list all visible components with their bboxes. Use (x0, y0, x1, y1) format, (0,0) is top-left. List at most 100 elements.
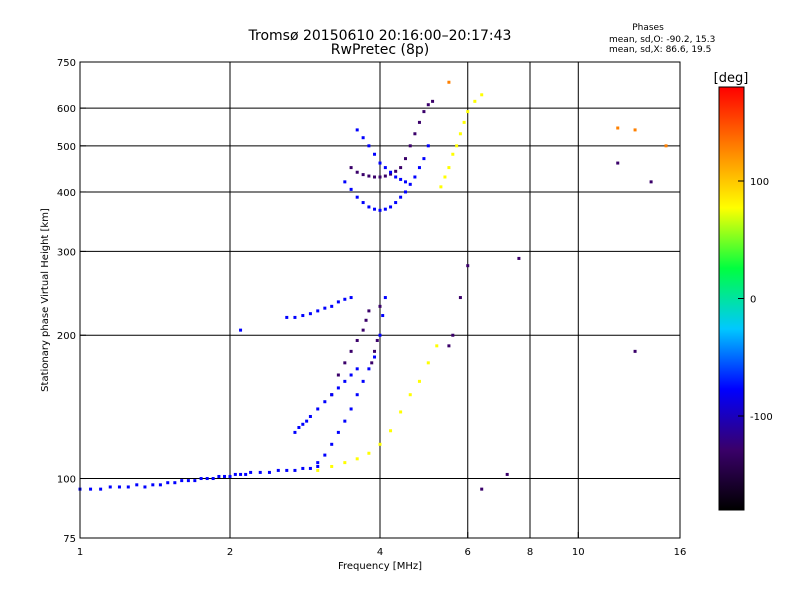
data-point (108, 485, 112, 489)
stats-line-o: mean, sd,O: -90.2, 15.3 (609, 35, 715, 45)
data-point (616, 126, 620, 130)
data-point (451, 333, 455, 337)
data-point (343, 419, 347, 423)
data-point (367, 309, 371, 313)
data-point (349, 373, 353, 377)
data-point (135, 483, 139, 487)
data-point (336, 373, 340, 377)
y-axis-label: Stationary phase Virtual Height [km] (40, 208, 51, 392)
data-point (389, 170, 393, 174)
data-point (403, 190, 407, 194)
data-point (399, 410, 403, 414)
data-point (462, 120, 466, 124)
y-tick-label: 400 (57, 188, 76, 199)
data-point (361, 328, 365, 332)
data-point (301, 314, 305, 318)
y-tick-label: 600 (57, 104, 76, 115)
x-tick-label: 10 (572, 547, 585, 558)
data-point (422, 110, 426, 114)
data-point (399, 195, 403, 199)
data-point (293, 430, 297, 434)
data-point (343, 361, 347, 365)
data-point (180, 479, 184, 483)
data-point (394, 175, 398, 179)
data-point (408, 182, 412, 186)
data-point (117, 485, 121, 489)
data-point (439, 185, 443, 189)
data-point (373, 355, 377, 359)
data-point (447, 344, 451, 348)
data-point (367, 367, 371, 371)
data-point (285, 315, 289, 319)
data-point (355, 457, 359, 461)
data-point (293, 315, 297, 319)
data-point (349, 296, 353, 300)
data-point (323, 306, 327, 310)
data-point (455, 144, 459, 148)
data-point (330, 442, 334, 446)
data-point (316, 309, 320, 313)
data-point (447, 166, 451, 170)
data-point (361, 379, 365, 383)
data-point (403, 157, 407, 161)
data-point (301, 466, 305, 470)
data-point (373, 207, 377, 211)
data-point (349, 349, 353, 353)
data-point (435, 344, 439, 348)
tick-layer: 1 2 4 6 8 10 16 75 100 200 300 400 500 600 750 (57, 58, 686, 558)
chart-subtitle: RwPretec (8p) (331, 42, 429, 58)
data-point (633, 128, 637, 132)
y-tick-label: 200 (57, 331, 76, 342)
data-point (403, 180, 407, 184)
data-point (330, 464, 334, 468)
data-point (143, 485, 147, 489)
data-point (426, 144, 430, 148)
data-point (383, 296, 387, 300)
data-point (466, 110, 470, 114)
data-point (408, 393, 412, 397)
data-point (228, 474, 232, 478)
x-tick-label: 1 (77, 547, 83, 558)
points-layer (78, 80, 668, 491)
data-point (151, 483, 155, 487)
data-point (473, 99, 477, 103)
data-point (308, 466, 312, 470)
data-point (383, 166, 387, 170)
data-point (355, 128, 359, 132)
y-tick-label: 100 (57, 475, 76, 486)
data-point (285, 468, 289, 472)
data-point (466, 264, 470, 268)
data-point (343, 297, 347, 301)
data-point (616, 161, 620, 165)
data-point (367, 205, 371, 209)
data-point (355, 170, 359, 174)
data-point (517, 256, 521, 260)
x-tick-label: 16 (674, 547, 687, 558)
data-point (336, 386, 340, 390)
data-point (633, 349, 637, 353)
data-point (458, 296, 462, 300)
data-point (378, 208, 382, 212)
data-point (330, 304, 334, 308)
data-point (343, 180, 347, 184)
data-point (89, 487, 93, 491)
data-point (343, 379, 347, 383)
data-point (355, 338, 359, 342)
data-point (308, 312, 312, 316)
data-point (378, 333, 382, 337)
data-point (126, 485, 130, 489)
data-point (413, 175, 417, 179)
data-point (389, 172, 393, 176)
x-tick-label: 4 (377, 547, 383, 558)
data-point (373, 152, 377, 156)
data-point (239, 472, 243, 476)
x-axis-label: Frequency [MHz] (338, 561, 422, 572)
data-point (305, 419, 309, 423)
y-tick-label: 750 (57, 58, 76, 69)
data-point (336, 430, 340, 434)
data-point (308, 414, 312, 418)
data-point (373, 349, 377, 353)
data-point (480, 93, 484, 97)
colorbar-tick-label: 0 (750, 295, 756, 306)
